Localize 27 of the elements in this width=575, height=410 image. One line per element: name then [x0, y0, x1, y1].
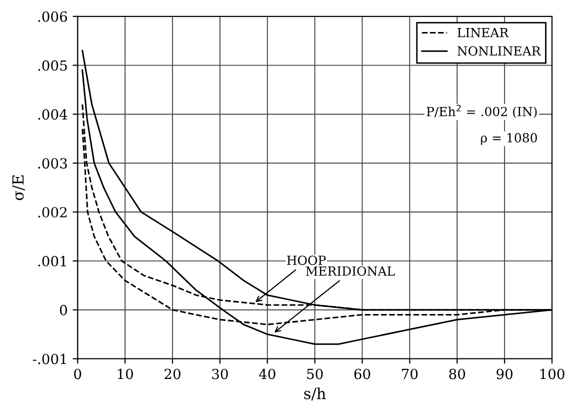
y-tick-label: .001 — [38, 256, 66, 266]
y-tick-label: .006 — [38, 11, 68, 22]
legend-label: LINEAR — [458, 28, 509, 38]
x-tick-label: 60 — [354, 368, 370, 380]
x-tick-label: 100 — [540, 368, 564, 380]
y-axis-title: σ/E — [12, 175, 25, 200]
x-tick-label: 90 — [496, 368, 512, 380]
y-tick-label: 0 — [60, 304, 67, 316]
x-tick-label: 80 — [449, 368, 466, 380]
annotation: HOOP — [287, 256, 326, 266]
annotation: ρ = 1080 — [480, 133, 537, 145]
y-tick-label: .002 — [38, 206, 67, 218]
x-tick-label: 50 — [307, 368, 323, 380]
x-tick-label: 30 — [212, 368, 228, 380]
x-tick-label: 40 — [258, 368, 276, 380]
y-tick-label: .003 — [38, 158, 67, 169]
x-tick-label: 0 — [74, 368, 82, 380]
x-tick-label: 70 — [402, 368, 418, 380]
x-tick-label: 20 — [164, 368, 180, 380]
x-axis-title: s/h — [304, 387, 326, 400]
legend-label: NONLINEAR — [458, 46, 542, 56]
annotation: P/Eh$^{2}$ = .002 (IN) — [426, 104, 537, 118]
y-tick-label: .004 — [38, 109, 68, 120]
annotation: MERIDIONAL — [306, 266, 395, 276]
x-tick-label: 10 — [118, 368, 133, 380]
y-tick-label: .005 — [38, 60, 67, 71]
y-tick-label: -.001 — [32, 354, 66, 364]
